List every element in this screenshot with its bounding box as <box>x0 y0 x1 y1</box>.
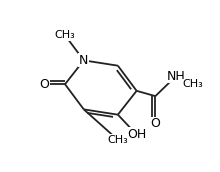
Text: O: O <box>40 78 50 91</box>
Text: O: O <box>150 117 160 130</box>
Text: CH₃: CH₃ <box>108 135 128 145</box>
Text: OH: OH <box>127 128 146 141</box>
Text: CH₃: CH₃ <box>183 79 203 89</box>
Text: CH₃: CH₃ <box>55 30 75 40</box>
Text: NH: NH <box>167 70 185 83</box>
Text: N: N <box>79 54 88 67</box>
